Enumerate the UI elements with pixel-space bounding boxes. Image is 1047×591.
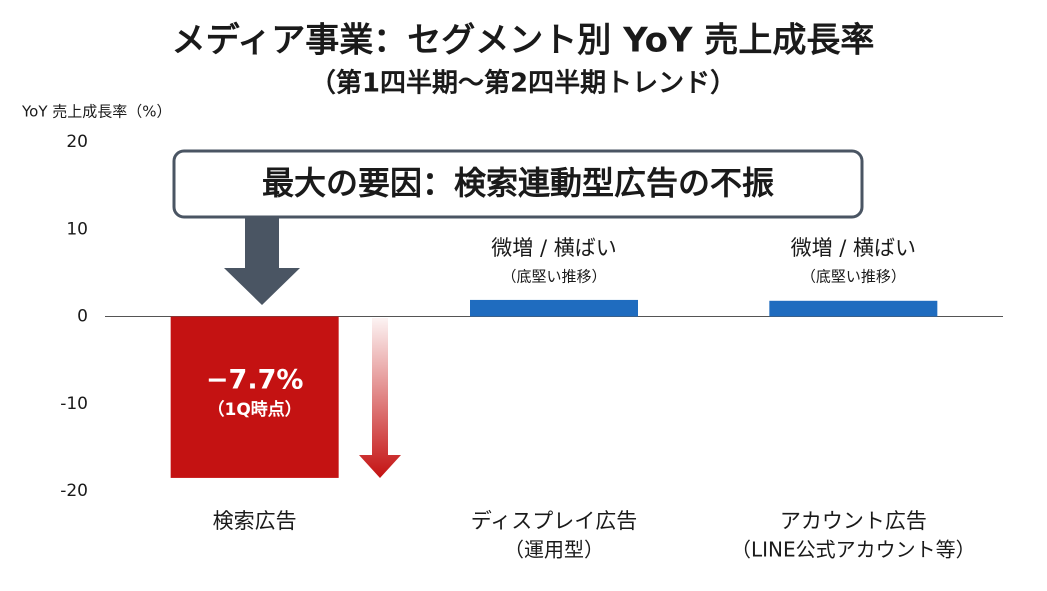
bar [769,300,938,317]
y-tick-label: 0 [77,307,88,327]
chart-title: メディア事業：セグメント別 YoY 売上成長率 [172,21,875,61]
x-tick-label: アカウント広告 [780,509,927,533]
y-tick-label: -10 [60,394,88,414]
bar-annotation-sub: （1Q時点） [208,399,302,420]
y-axis-title: YoY 売上成長率（%） [21,103,172,121]
y-tick-label: -20 [60,481,88,501]
bar-annotation-main: 微増 / 横ばい [791,236,916,260]
y-tick-label: 10 [66,219,88,239]
bar-annotation-main: −7.7% [206,365,304,396]
bar-annotation-main: 微増 / 横ばい [491,236,616,260]
callout-box [172,149,864,219]
x-tick-sublabel: （LINE公式アカウント等） [731,538,976,562]
bar [470,299,638,317]
bar [170,316,339,478]
decline-arrow [359,318,401,478]
bar-annotation-sub: （底堅い推移） [801,268,906,286]
callout-arrow [224,218,300,305]
callout-text: 最大の要因：検索連動型広告の不振 [262,164,774,202]
x-tick-label: 検索広告 [213,509,297,533]
y-tick-label: 20 [66,132,88,152]
x-tick-label: ディスプレイ広告 [471,509,638,533]
x-tick-sublabel: （運用型） [504,538,604,562]
bar-annotation-sub: （底堅い推移） [501,268,606,286]
chart-subtitle: （第1四半期〜第2四半期トレンド） [310,68,736,99]
